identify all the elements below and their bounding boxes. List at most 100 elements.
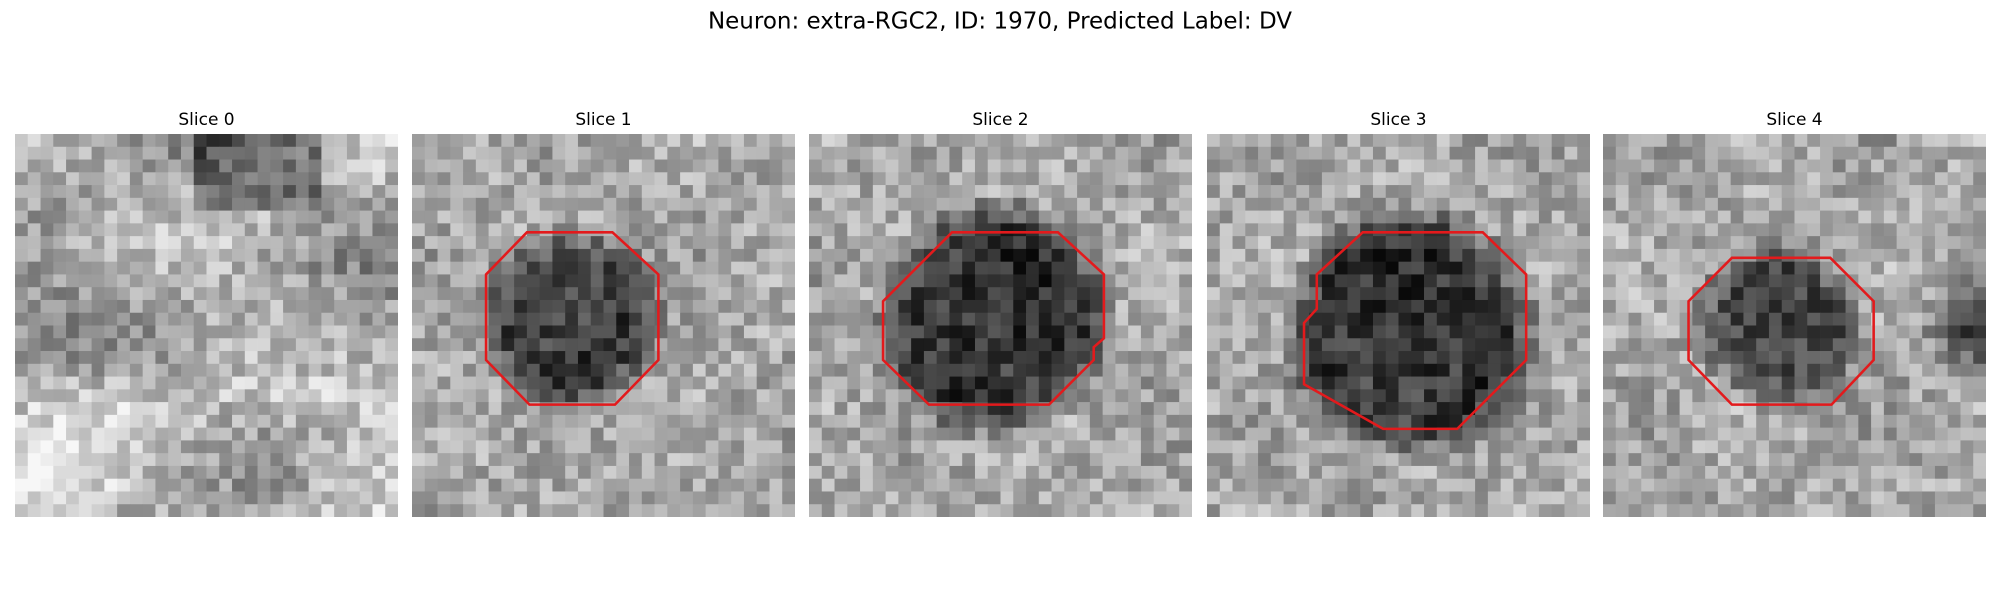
image-pixel — [1781, 274, 1795, 288]
image-pixel — [769, 312, 783, 326]
image-pixel — [1934, 274, 1949, 288]
image-pixel — [847, 504, 861, 517]
image-pixel — [962, 287, 976, 301]
image-pixel — [501, 440, 515, 454]
image-pixel — [1270, 159, 1284, 173]
image-pixel — [1449, 351, 1463, 365]
image-pixel — [1411, 491, 1425, 505]
image-pixel — [936, 210, 950, 224]
image-pixel — [1475, 325, 1489, 339]
image-pixel — [629, 159, 643, 173]
image-pixel — [1807, 363, 1821, 377]
image-pixel — [1615, 351, 1629, 365]
image-pixel — [1666, 363, 1680, 377]
image-pixel — [1309, 363, 1323, 377]
image-pixel — [1000, 376, 1014, 390]
image-pixel — [91, 453, 105, 467]
image-pixel — [1909, 299, 1923, 314]
image-pixel — [821, 248, 835, 263]
image-pixel — [1615, 185, 1629, 199]
image-pixel — [654, 325, 668, 339]
image-pixel — [219, 261, 233, 275]
image-pixel — [949, 465, 963, 480]
image-pixel — [385, 440, 398, 454]
image-pixel — [1245, 478, 1259, 492]
image-pixel — [27, 146, 41, 160]
image-pixel — [1666, 236, 1680, 250]
image-pixel — [321, 299, 335, 314]
image-pixel — [1743, 197, 1757, 211]
image-pixel — [475, 223, 489, 237]
image-pixel — [1487, 261, 1502, 275]
image-pixel — [450, 185, 464, 199]
image-pixel — [1717, 236, 1732, 250]
image-pixel — [1564, 453, 1578, 467]
image-pixel — [129, 491, 144, 505]
image-pixel — [667, 427, 681, 441]
image-pixel — [1883, 338, 1898, 352]
image-pixel — [334, 134, 348, 148]
image-pixel — [1245, 223, 1259, 237]
image-pixel — [257, 351, 271, 365]
image-pixel — [526, 299, 541, 314]
image-pixel — [974, 363, 989, 377]
image-pixel — [1960, 504, 1974, 517]
image-pixel — [1372, 261, 1387, 275]
image-pixel — [206, 414, 220, 429]
image-pixel — [1385, 172, 1399, 186]
image-pixel — [295, 427, 310, 441]
image-pixel — [1038, 491, 1052, 505]
image-pixel — [168, 414, 182, 429]
image-pixel — [1372, 465, 1387, 480]
image-pixel — [40, 185, 54, 199]
image-pixel — [1666, 261, 1680, 275]
image-pixel — [488, 236, 502, 250]
image-pixel — [1487, 274, 1502, 288]
image-pixel — [1166, 427, 1180, 441]
image-pixel — [1232, 134, 1246, 148]
image-pixel — [539, 453, 553, 467]
image-pixel — [860, 236, 874, 250]
image-pixel — [168, 261, 182, 275]
image-pixel — [463, 325, 477, 339]
image-pixel — [412, 363, 426, 377]
image-pixel — [1871, 414, 1885, 429]
image-pixel — [1372, 248, 1387, 263]
image-pixel — [1258, 185, 1272, 199]
image-pixel — [1115, 223, 1129, 237]
image-pixel — [1845, 210, 1859, 224]
image-pixel — [1858, 274, 1872, 288]
image-pixel — [66, 146, 80, 160]
image-pixel — [1153, 325, 1167, 339]
image-pixel — [1538, 223, 1553, 237]
image-pixel — [180, 185, 195, 199]
image-pixel — [680, 197, 694, 211]
image-pixel — [1026, 363, 1040, 377]
image-pixel — [359, 478, 373, 492]
image-pixel — [731, 363, 745, 377]
image-pixel — [1564, 478, 1578, 492]
image-pixel — [78, 478, 92, 492]
image-pixel — [885, 440, 899, 454]
image-pixel — [577, 146, 592, 160]
image-pixel — [1115, 172, 1129, 186]
image-pixel — [743, 453, 758, 467]
image-pixel — [1615, 478, 1629, 492]
image-pixel — [949, 376, 963, 390]
image-pixel — [168, 159, 182, 173]
image-pixel — [1832, 440, 1846, 454]
image-pixel — [616, 465, 630, 480]
image-pixel — [1321, 363, 1336, 377]
image-pixel — [590, 146, 604, 160]
image-pixel — [1487, 414, 1502, 429]
image-pixel — [1449, 299, 1463, 314]
image-pixel — [860, 312, 874, 326]
image-pixel — [283, 376, 297, 390]
image-pixel — [437, 172, 451, 186]
image-pixel — [987, 465, 1001, 480]
panel-title: Slice 2 — [972, 110, 1028, 130]
image-pixel — [1360, 491, 1374, 505]
image-pixel — [270, 274, 284, 288]
image-pixel — [1360, 299, 1374, 314]
image-pixel — [731, 351, 745, 365]
